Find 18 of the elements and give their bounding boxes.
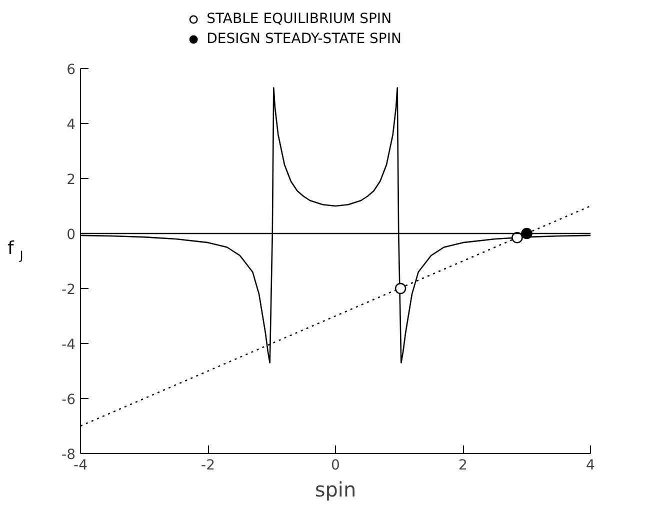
x-axis-title: spin	[314, 478, 356, 502]
y-tick-label: 4	[66, 117, 76, 133]
x-tick-label: 0	[331, 458, 340, 474]
x-tick-label: -2	[201, 458, 215, 474]
point	[512, 232, 523, 244]
y-tick-label: -2	[62, 282, 76, 298]
y-tick-label: -4	[62, 337, 76, 353]
legend-label: STABLE EQUILIBRIUM SPIN	[206, 10, 392, 28]
point	[394, 282, 406, 294]
x-tick-label: 4	[586, 458, 596, 474]
y-tick-label: -6	[62, 392, 76, 408]
legend-label: DESIGN STEADY-STATE SPIN	[206, 30, 402, 48]
point	[521, 228, 532, 240]
y-tick-label: -8	[62, 447, 76, 463]
y-tick-label: 6	[66, 62, 76, 78]
y-tick-label: 0	[66, 227, 76, 243]
x-tick-label: 2	[458, 458, 468, 474]
y-tick-label: 2	[66, 172, 76, 188]
